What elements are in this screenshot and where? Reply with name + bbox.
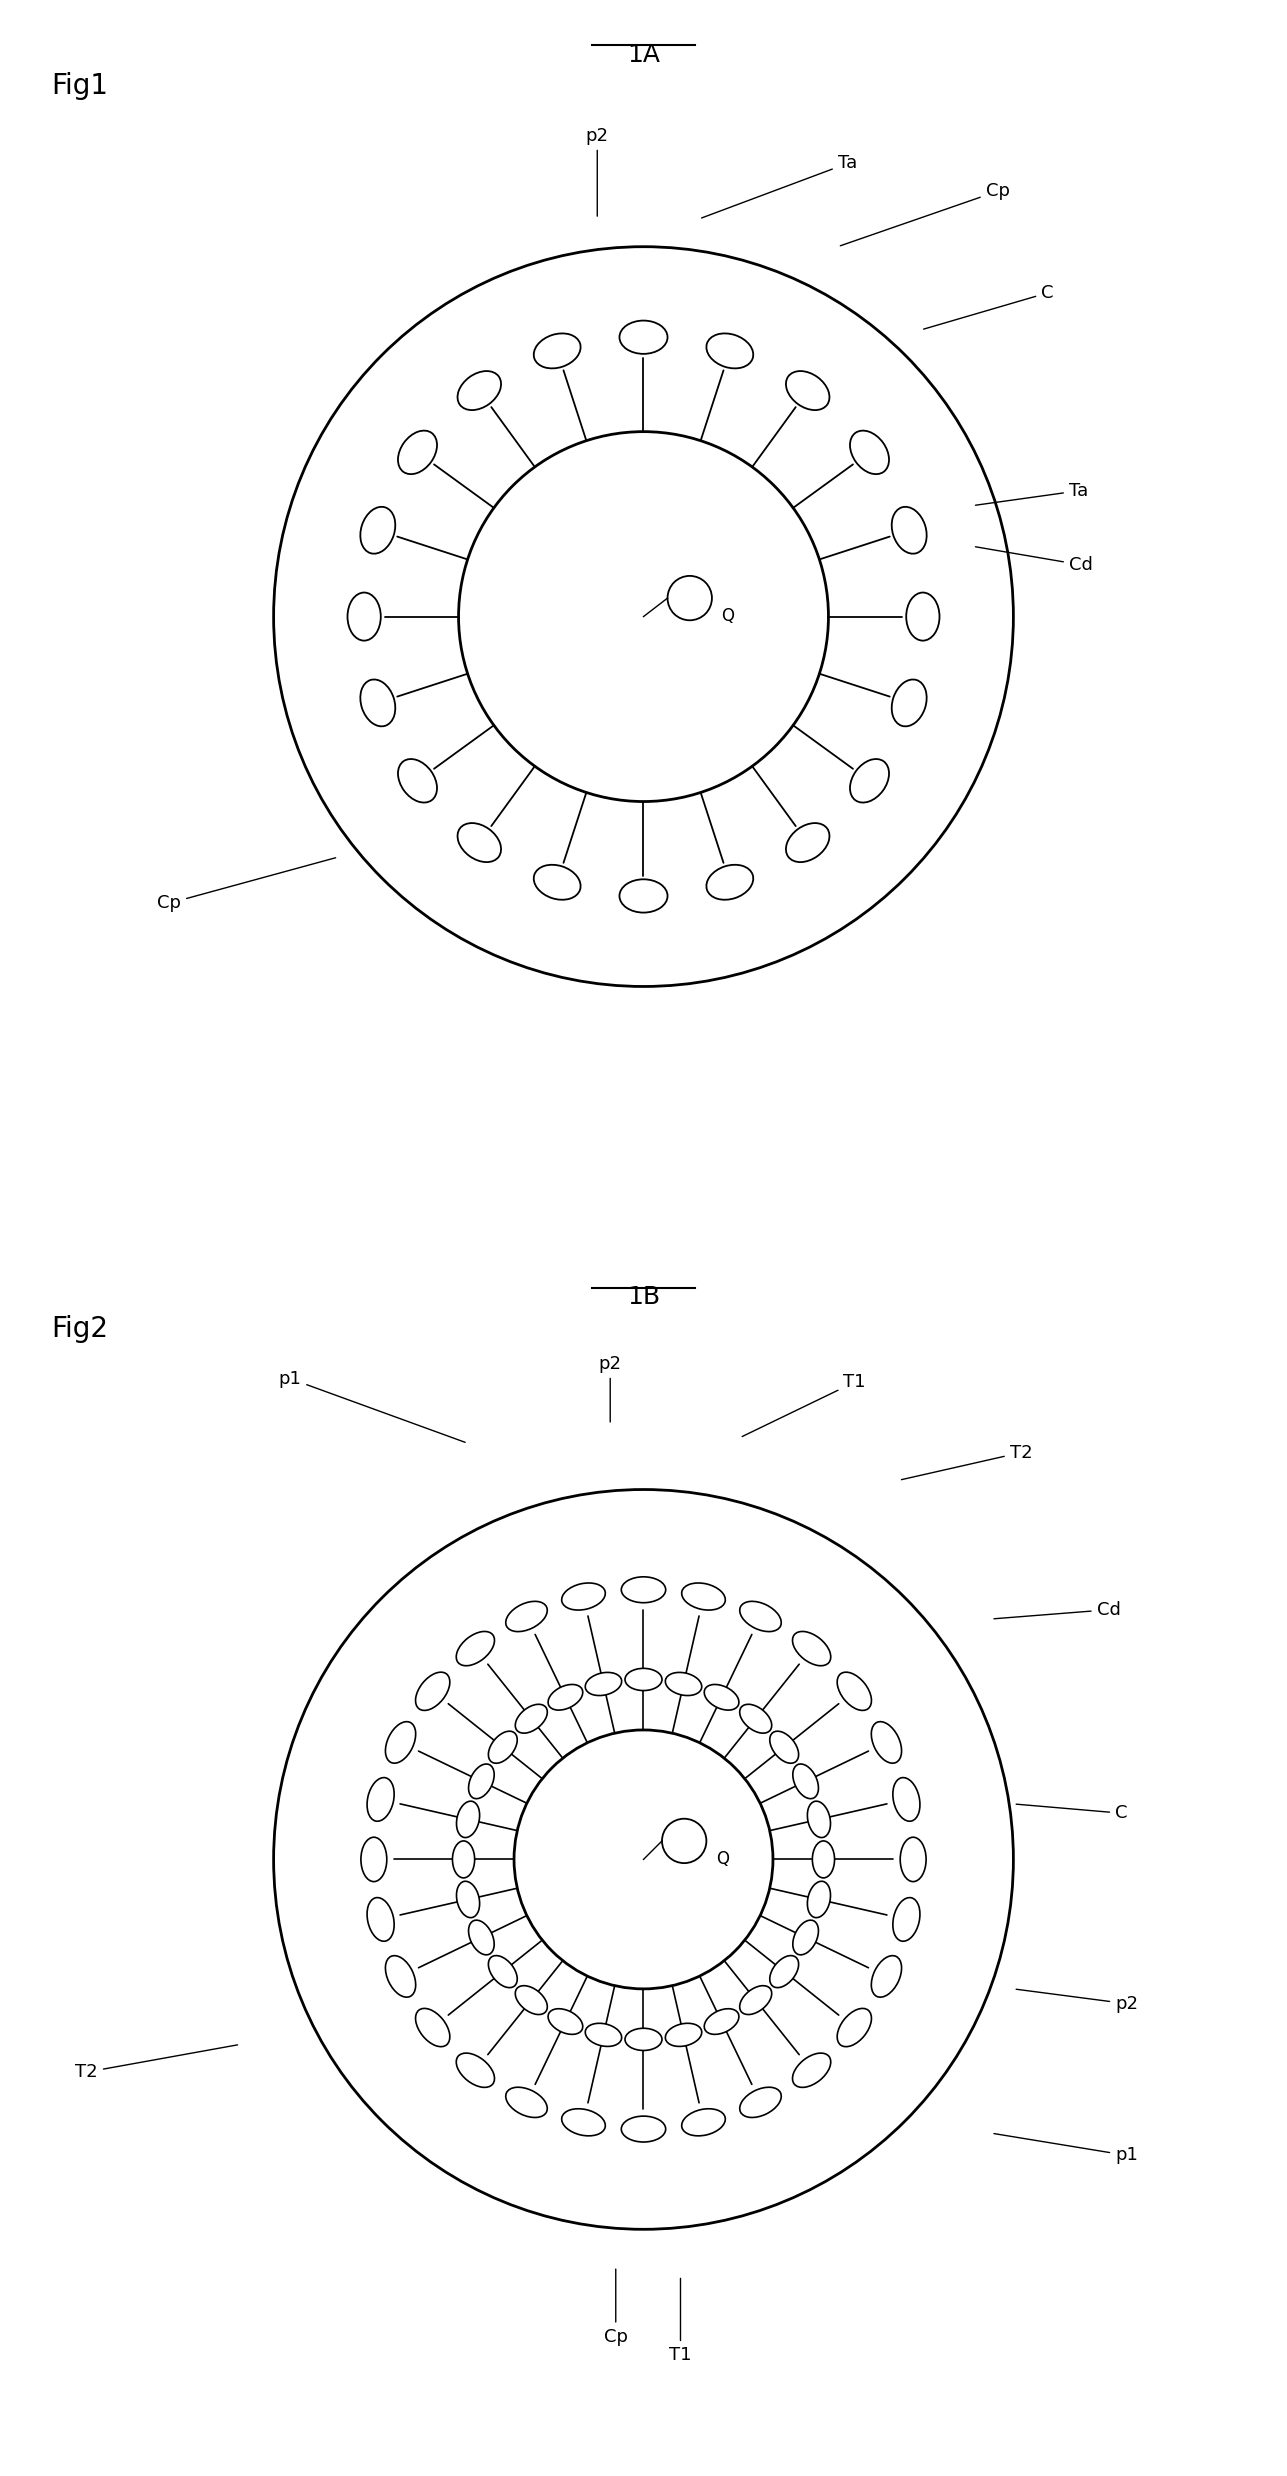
Ellipse shape	[871, 1721, 902, 1763]
Circle shape	[274, 1491, 1013, 2228]
Text: Q: Q	[721, 607, 734, 626]
Text: p2: p2	[586, 126, 609, 215]
Text: T1: T1	[743, 1374, 866, 1436]
Ellipse shape	[807, 1800, 830, 1837]
Ellipse shape	[385, 1956, 416, 1998]
Ellipse shape	[515, 1986, 547, 2015]
Circle shape	[458, 431, 829, 802]
Ellipse shape	[456, 1632, 494, 1666]
Ellipse shape	[682, 1582, 726, 1609]
Ellipse shape	[622, 2117, 665, 2142]
Ellipse shape	[793, 1921, 819, 1956]
Ellipse shape	[812, 1842, 834, 1877]
Ellipse shape	[367, 1897, 394, 1941]
Ellipse shape	[468, 1763, 494, 1798]
Text: p2: p2	[1017, 1988, 1138, 2013]
Ellipse shape	[506, 2087, 547, 2117]
Ellipse shape	[548, 1684, 583, 1711]
Ellipse shape	[740, 1602, 781, 1632]
Text: T2: T2	[901, 1444, 1032, 1481]
Ellipse shape	[468, 1921, 494, 1956]
Ellipse shape	[416, 2008, 450, 2048]
Ellipse shape	[586, 1671, 622, 1696]
Text: C: C	[924, 285, 1054, 329]
Circle shape	[514, 1731, 773, 1988]
Ellipse shape	[548, 2008, 583, 2035]
Ellipse shape	[665, 2023, 701, 2048]
Ellipse shape	[807, 1882, 830, 1916]
Ellipse shape	[385, 1721, 416, 1763]
Text: p2: p2	[598, 1354, 622, 1421]
Ellipse shape	[740, 2087, 781, 2117]
Ellipse shape	[561, 2110, 605, 2137]
Ellipse shape	[453, 1842, 475, 1877]
Text: T2: T2	[75, 2045, 238, 2082]
Ellipse shape	[793, 1632, 831, 1666]
Ellipse shape	[586, 2023, 622, 2048]
Text: 1B: 1B	[627, 1285, 660, 1310]
Ellipse shape	[893, 1778, 920, 1822]
Ellipse shape	[457, 1882, 480, 1916]
Ellipse shape	[515, 1703, 547, 1733]
Ellipse shape	[740, 1703, 772, 1733]
Ellipse shape	[770, 1731, 799, 1763]
Ellipse shape	[893, 1897, 920, 1941]
Text: Cp: Cp	[840, 183, 1009, 245]
Text: 1A: 1A	[627, 42, 660, 67]
Ellipse shape	[457, 1800, 480, 1837]
Ellipse shape	[837, 1671, 871, 1711]
Ellipse shape	[625, 2028, 662, 2050]
Ellipse shape	[561, 1582, 605, 1609]
Ellipse shape	[416, 1671, 450, 1711]
Ellipse shape	[665, 1671, 701, 1696]
Circle shape	[274, 248, 1013, 985]
Text: Ta: Ta	[701, 154, 857, 218]
Text: C: C	[1017, 1805, 1127, 1822]
Text: Q: Q	[716, 1850, 728, 1869]
Text: Fig2: Fig2	[51, 1315, 108, 1342]
Ellipse shape	[360, 1837, 387, 1882]
Ellipse shape	[682, 2110, 726, 2137]
Ellipse shape	[871, 1956, 902, 1998]
Text: Cp: Cp	[604, 2268, 628, 2345]
Text: p1: p1	[994, 2134, 1138, 2164]
Ellipse shape	[740, 1986, 772, 2015]
Text: T1: T1	[669, 2278, 691, 2365]
Ellipse shape	[456, 2053, 494, 2087]
Ellipse shape	[367, 1778, 394, 1822]
Ellipse shape	[488, 1731, 517, 1763]
Ellipse shape	[837, 2008, 871, 2048]
Text: Cd: Cd	[976, 547, 1093, 574]
Text: p1: p1	[278, 1369, 465, 1444]
Ellipse shape	[625, 1669, 662, 1691]
Text: Ta: Ta	[976, 483, 1088, 505]
Ellipse shape	[900, 1837, 927, 1882]
Ellipse shape	[793, 2053, 831, 2087]
Ellipse shape	[704, 2008, 739, 2035]
Text: Cd: Cd	[994, 1602, 1121, 1619]
Ellipse shape	[488, 1956, 517, 1988]
Text: Fig1: Fig1	[51, 72, 108, 99]
Ellipse shape	[704, 1684, 739, 1711]
Ellipse shape	[793, 1763, 819, 1798]
Text: Cp: Cp	[157, 857, 336, 911]
Ellipse shape	[770, 1956, 799, 1988]
Ellipse shape	[506, 1602, 547, 1632]
Ellipse shape	[622, 1577, 665, 1602]
